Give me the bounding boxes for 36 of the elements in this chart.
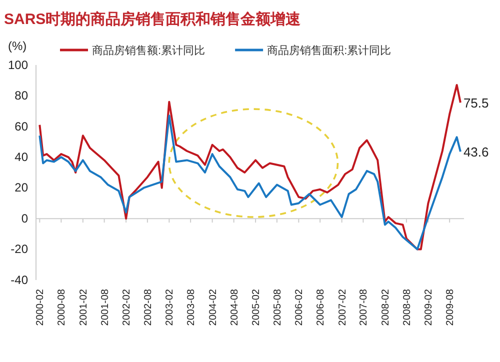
x-tick-label: 2007-08 (358, 288, 370, 326)
x-tick-label: 2008-08 (402, 288, 413, 326)
chart-title: SARS时期的商品房销售面积和销售金额增速 (4, 10, 302, 28)
x-tick-label: 2001-02 (78, 288, 90, 326)
annotation: 43.6 (463, 144, 489, 160)
x-tick-label: 2000-08 (56, 288, 68, 326)
x-tick-label: 2006-02 (294, 288, 306, 326)
y-tick-label: 60 (14, 119, 28, 134)
y-tick-label: -20 (10, 242, 28, 256)
x-tick-label: 2003-02 (164, 288, 176, 326)
x-tick-label: 2009-02 (424, 288, 435, 326)
x-tick-label: 2008-02 (380, 288, 392, 326)
y-tick-label: 0 (21, 211, 28, 226)
annotation: 75.5 (463, 96, 489, 111)
x-tick-label: 2001-08 (100, 288, 111, 326)
x-tick-label: 2006-08 (316, 288, 327, 326)
x-tick-label: 2002-08 (142, 288, 154, 326)
y-axis-title: (%) (8, 39, 27, 53)
line-series (38, 84, 462, 250)
x-tick-label: 2005-02 (251, 288, 262, 326)
x-tick-label: 2004-08 (229, 288, 240, 326)
legend-label: 商品房销售面积:累计同比 (267, 44, 392, 57)
y-tick-label: 40 (14, 150, 28, 164)
x-tick-label: 2005-08 (272, 288, 284, 326)
line-series (38, 114, 462, 250)
legend-label: 商品房销售额:累计同比 (92, 44, 206, 57)
x-tick-label: 2009-08 (445, 288, 456, 326)
x-tick-label: 2000-02 (35, 288, 46, 326)
y-tick-label: 20 (14, 180, 28, 195)
x-tick-label: 2007-02 (337, 288, 348, 326)
x-tick-label: 2004-02 (208, 288, 219, 326)
y-tick-label: 100 (8, 58, 28, 72)
x-tick-label: 2003-08 (186, 288, 198, 326)
y-tick-label: 80 (14, 88, 28, 103)
y-tick-label: -40 (10, 272, 28, 287)
x-tick-label: 2002-02 (122, 288, 133, 326)
